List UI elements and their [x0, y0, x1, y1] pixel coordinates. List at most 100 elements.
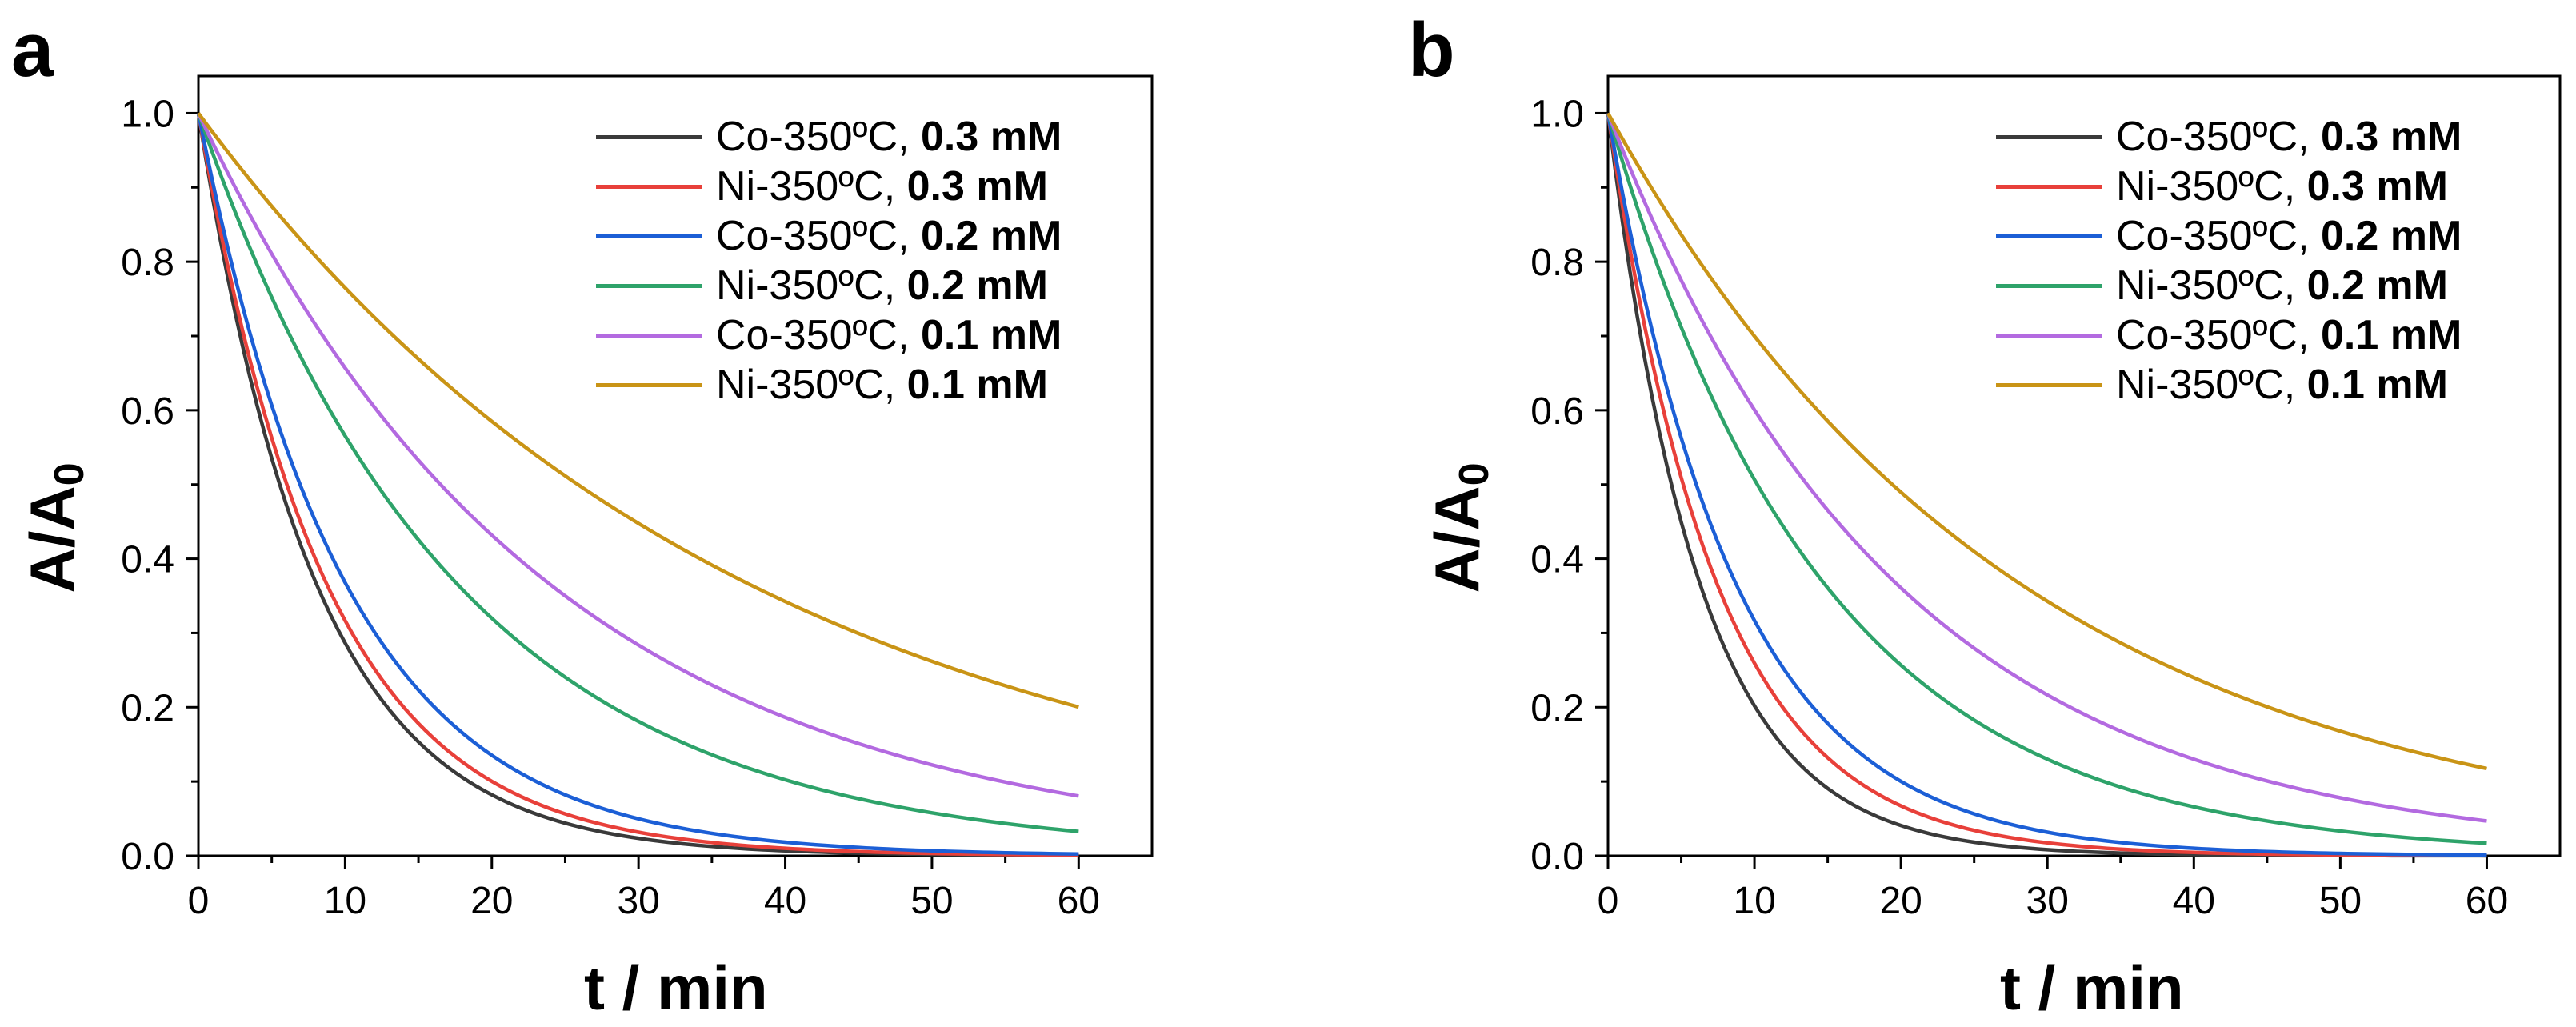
series-line-4 — [196, 112, 1079, 833]
x-axis-label: t / min — [2000, 953, 2184, 1023]
legend-series-name: Ni-350ºC, — [716, 362, 907, 408]
legend-series-concentration: 0.1 mM — [906, 362, 1048, 408]
legend-label: Co-350ºC, 0.3 mM — [2116, 113, 2462, 161]
y-axis-label-sub: 0 — [1451, 462, 1498, 486]
panel-b: b 0 10 20 30 40 50 60 0.0 0.2 0.4 0.6 0.8 1.0 A/A0 t… — [1288, 0, 2576, 1027]
legend-label: Co-350ºC, 0.1 mM — [716, 311, 1062, 359]
legend-series-concentration: 0.2 mM — [906, 262, 1048, 309]
series-line-3 — [196, 112, 1079, 856]
legend-item: Ni-350ºC, 0.1 mM — [1996, 360, 2462, 410]
legend-series-name: Co-350ºC, — [2116, 213, 2321, 259]
legend-series-concentration: 0.1 mM — [2306, 362, 2448, 408]
chart-plot-a: 0 10 20 30 40 50 60 0.0 0.2 0.4 0.6 0.8 1.0 — [121, 74, 1154, 922]
y-axis-label-main: A/A — [1422, 486, 1492, 593]
series-line-6 — [197, 112, 1079, 709]
legend-item: Ni-350ºC, 0.1 mM — [596, 360, 1062, 410]
y-tick-label: 0.8 — [121, 242, 174, 284]
y-axis-label: A/A0 — [16, 462, 94, 593]
x-tick-label: 0 — [1598, 880, 1619, 922]
x-axis-label: t / min — [584, 953, 768, 1023]
x-tick-label: 40 — [2173, 880, 2215, 922]
y-tick-label: 0.0 — [121, 836, 174, 878]
legend-swatch — [596, 333, 702, 338]
legend-series-name: Ni-350ºC, — [2116, 262, 2307, 309]
legend-series-name: Co-350ºC, — [2116, 312, 2321, 358]
x-tick-label: 40 — [764, 880, 806, 922]
x-tick-label: 50 — [2319, 880, 2362, 922]
y-tick-label: 0.2 — [1530, 687, 1584, 729]
legend-series-name: Ni-350ºC, — [716, 262, 907, 309]
legend-item: Co-350ºC, 0.2 mM — [596, 211, 1062, 261]
chart-plot-b: 0 10 20 30 40 50 60 0.0 0.2 0.4 0.6 0.8 1.0 — [1530, 74, 2562, 922]
legend-swatch — [1996, 134, 2102, 139]
legend: Co-350ºC, 0.3 mM Ni-350ºC, 0.3 mM Co-350ºC… — [596, 112, 1062, 410]
series-line-4 — [1606, 112, 2487, 845]
x-tick-label: 20 — [470, 880, 513, 922]
legend-item: Co-350ºC, 0.3 mM — [596, 112, 1062, 162]
y-axis-label: A/A0 — [1421, 462, 1498, 593]
legend-swatch — [596, 382, 702, 387]
x-tick-label: 20 — [1879, 880, 1922, 922]
series-line-6 — [1606, 112, 2487, 771]
y-tick-label: 0.4 — [1530, 539, 1584, 581]
y-tick-label: 0.4 — [121, 539, 174, 581]
y-tick-label: 1.0 — [121, 93, 174, 135]
legend-item: Co-350ºC, 0.3 mM — [1996, 112, 2462, 162]
legend-series-concentration: 0.2 mM — [921, 213, 1062, 259]
legend-series-concentration: 0.1 mM — [921, 312, 1062, 358]
y-axis-label-main: A/A — [17, 486, 87, 593]
legend-series-name: Co-350ºC, — [2116, 114, 2321, 160]
series-line-5 — [196, 112, 1079, 798]
plot-frame — [197, 74, 1154, 857]
legend-label: Ni-350ºC, 0.2 mM — [716, 262, 1048, 310]
x-tick-label: 10 — [324, 880, 366, 922]
legend-series-name: Co-350ºC, — [716, 312, 921, 358]
series-line-5 — [1606, 112, 2487, 823]
legend-item: Ni-350ºC, 0.2 mM — [1996, 261, 2462, 310]
legend-label: Co-350ºC, 0.3 mM — [716, 113, 1062, 161]
legend-item: Ni-350ºC, 0.3 mM — [596, 162, 1062, 211]
legend-swatch — [1996, 283, 2102, 288]
legend-swatch — [1996, 184, 2102, 189]
legend-label: Ni-350ºC, 0.3 mM — [2116, 162, 2448, 210]
legend-label: Ni-350ºC, 0.2 mM — [2116, 262, 2448, 310]
legend-series-name: Co-350ºC, — [716, 114, 921, 160]
legend-item: Ni-350ºC, 0.2 mM — [596, 261, 1062, 310]
legend-swatch — [596, 184, 702, 189]
x-tick-label: 0 — [188, 880, 210, 922]
y-axis-label-sub: 0 — [46, 462, 93, 486]
panel-a: a 0 10 20 30 40 50 60 0.0 0.2 0.4 0.6 0.8 1.0 A/A0 t… — [11, 7, 1154, 1023]
legend-swatch — [1996, 333, 2102, 338]
legend-series-concentration: 0.2 mM — [2321, 213, 2462, 259]
y-tick-label: 0.6 — [121, 390, 174, 433]
x-tick-label: 30 — [617, 880, 659, 922]
y-tick-label: 0.2 — [121, 687, 174, 729]
plot-frame — [1606, 74, 2562, 857]
legend-series-name: Ni-350ºC, — [716, 163, 907, 210]
legend-swatch — [596, 134, 702, 139]
legend-series-concentration: 0.3 mM — [921, 114, 1062, 160]
legend-series-concentration: 0.1 mM — [2321, 312, 2462, 358]
legend-series-concentration: 0.3 mM — [2306, 163, 2448, 210]
x-tick-label: 60 — [1058, 880, 1100, 922]
legend: Co-350ºC, 0.3 mM Ni-350ºC, 0.3 mM Co-350ºC… — [1996, 112, 2462, 410]
panel-label: a — [11, 7, 54, 93]
legend-swatch — [1996, 234, 2102, 238]
legend-series-name: Co-350ºC, — [716, 213, 921, 259]
legend-item: Co-350ºC, 0.2 mM — [1996, 211, 2462, 261]
legend-label: Ni-350ºC, 0.1 mM — [716, 361, 1048, 409]
legend-swatch — [596, 234, 702, 238]
legend-label: Co-350ºC, 0.2 mM — [716, 212, 1062, 260]
legend-item: Ni-350ºC, 0.3 mM — [1996, 162, 2462, 211]
x-tick-label: 30 — [2026, 880, 2069, 922]
legend-series-name: Ni-350ºC, — [2116, 163, 2307, 210]
series-line-3 — [1606, 113, 2487, 857]
legend-label: Ni-350ºC, 0.3 mM — [716, 162, 1048, 210]
panel-label: b — [1408, 7, 1455, 93]
y-tick-label: 0.8 — [1530, 242, 1584, 284]
legend-item: Co-350ºC, 0.1 mM — [1996, 310, 2462, 360]
legend-series-concentration: 0.2 mM — [2306, 262, 2448, 309]
legend-label: Ni-350ºC, 0.1 mM — [2116, 361, 2448, 409]
legend-item: Co-350ºC, 0.1 mM — [596, 310, 1062, 360]
x-tick-label: 50 — [910, 880, 953, 922]
